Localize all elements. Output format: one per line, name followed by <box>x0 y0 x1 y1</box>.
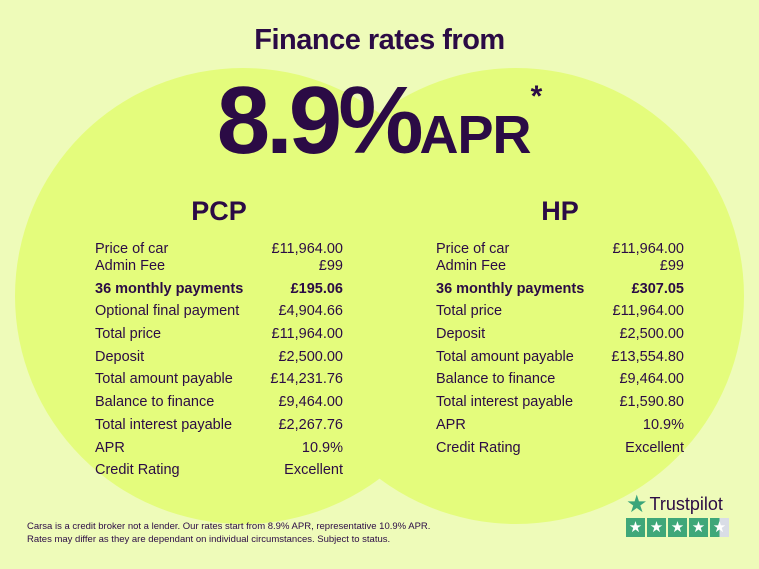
row-value: £1,590.80 <box>619 394 684 411</box>
row-label: 36 monthly payments <box>95 280 244 297</box>
row-value: £195.06 <box>290 280 343 297</box>
rating-star-icon: ★ <box>626 518 645 537</box>
row-label: APR <box>95 439 125 456</box>
row-label: Optional final payment <box>95 303 240 320</box>
row-value: £307.05 <box>631 280 684 297</box>
rate-display: 8.9%APR* <box>0 66 759 176</box>
pcp-row: Deposit £2,500.00 <box>95 349 343 366</box>
trustpilot-label: Trustpilot <box>649 494 723 514</box>
pcp-table: PCP Price of car £11,964.00 Admin Fee £99 36… <box>95 196 343 479</box>
row-value: £14,231.76 <box>270 371 343 388</box>
rate-unit: APR <box>419 105 532 165</box>
row-value: £2,500.00 <box>619 326 684 343</box>
row-label: Total interest payable <box>436 394 574 411</box>
hp-table: HP Price of car £11,964.00 Admin Fee £99 36 … <box>436 196 684 457</box>
rating-star-icon: ★ <box>710 518 729 537</box>
rate-asterisk: * <box>530 80 543 113</box>
row-value: £9,464.00 <box>278 394 343 411</box>
row-label: Total interest payable <box>95 416 233 433</box>
row-label: Total price <box>436 303 503 320</box>
row-label: Admin Fee <box>95 258 166 274</box>
trustpilot-star-icon: ★ <box>626 490 648 518</box>
row-label: Deposit <box>95 348 145 365</box>
row-label: Balance to finance <box>95 394 215 411</box>
row-label: Price of car <box>436 241 510 257</box>
row-value: £99 <box>659 258 684 274</box>
row-label: Total amount payable <box>95 371 233 388</box>
row-label: Total price <box>95 326 162 343</box>
row-value: £9,464.00 <box>619 371 684 388</box>
disclaimer-line-2: Rates may differ as they are dependant o… <box>27 533 391 545</box>
pcp-row: Total interest payable £2,267.76 <box>95 417 343 434</box>
hp-row: Credit Rating Excellent <box>436 440 684 457</box>
pcp-row: APR 10.9% <box>95 440 343 457</box>
row-value: £11,964.00 <box>271 241 344 257</box>
row-label: Balance to finance <box>436 371 556 388</box>
row-label: Price of car <box>95 241 169 257</box>
disclaimer-line-1: Carsa is a credit broker not a lender. O… <box>27 521 431 532</box>
trustpilot-rating: ★ ★ ★ ★ ★ <box>626 518 729 537</box>
hp-row: 36 monthly payments £307.05 <box>436 281 684 298</box>
row-label: Credit Rating <box>436 439 521 456</box>
pcp-row: Credit Rating Excellent <box>95 462 343 479</box>
hp-row: Total price £11,964.00 <box>436 303 684 320</box>
row-label: Admin Fee <box>436 258 507 274</box>
hp-title: HP <box>541 196 579 226</box>
row-label: 36 monthly payments <box>436 280 585 297</box>
row-value: £11,964.00 <box>612 303 685 320</box>
pcp-row: Optional final payment £4,904.66 <box>95 303 343 320</box>
row-value: 10.9% <box>301 439 343 456</box>
rating-star-icon: ★ <box>647 518 666 537</box>
row-value: £11,964.00 <box>271 326 344 343</box>
hp-row: APR 10.9% <box>436 417 684 434</box>
row-label: APR <box>436 416 466 433</box>
row-value: £2,500.00 <box>278 348 343 365</box>
rating-star-icon: ★ <box>689 518 708 537</box>
pcp-row: 36 monthly payments £195.06 <box>95 281 343 298</box>
hp-row: Total interest payable £1,590.80 <box>436 394 684 411</box>
hp-row: Balance to finance £9,464.00 <box>436 371 684 388</box>
pcp-row: Total price £11,964.00 <box>95 326 343 343</box>
disclaimer: Carsa is a credit broker not a lender. O… <box>27 521 430 546</box>
pcp-row: Price of car £11,964.00 <box>95 241 343 258</box>
pcp-title: PCP <box>191 196 247 226</box>
rate-value: 8.9% <box>216 67 424 174</box>
headline: Finance rates from <box>254 24 505 56</box>
rating-star-icon: ★ <box>668 518 687 537</box>
hp-row: Admin Fee £99 <box>436 258 684 275</box>
row-value: 10.9% <box>642 416 684 433</box>
row-value: £2,267.76 <box>278 416 343 433</box>
row-label: Total amount payable <box>436 348 574 365</box>
row-label: Deposit <box>436 326 486 343</box>
row-value: Excellent <box>625 439 684 456</box>
pcp-row: Balance to finance £9,464.00 <box>95 394 343 411</box>
row-value: £4,904.66 <box>278 303 343 320</box>
row-value: £11,964.00 <box>612 241 685 257</box>
trustpilot-badge: ★ Trustpilot ★ ★ ★ ★ ★ <box>626 490 729 537</box>
hp-row: Total amount payable £13,554.80 <box>436 349 684 366</box>
pcp-row: Total amount payable £14,231.76 <box>95 371 343 388</box>
decorative-circle-right <box>288 68 744 524</box>
row-value: £99 <box>318 258 343 274</box>
pcp-row: Admin Fee £99 <box>95 258 343 275</box>
hp-row: Deposit £2,500.00 <box>436 326 684 343</box>
row-value: Excellent <box>284 462 343 479</box>
row-label: Credit Rating <box>95 462 180 479</box>
hp-row: Price of car £11,964.00 <box>436 241 684 258</box>
row-value: £13,554.80 <box>611 348 684 365</box>
